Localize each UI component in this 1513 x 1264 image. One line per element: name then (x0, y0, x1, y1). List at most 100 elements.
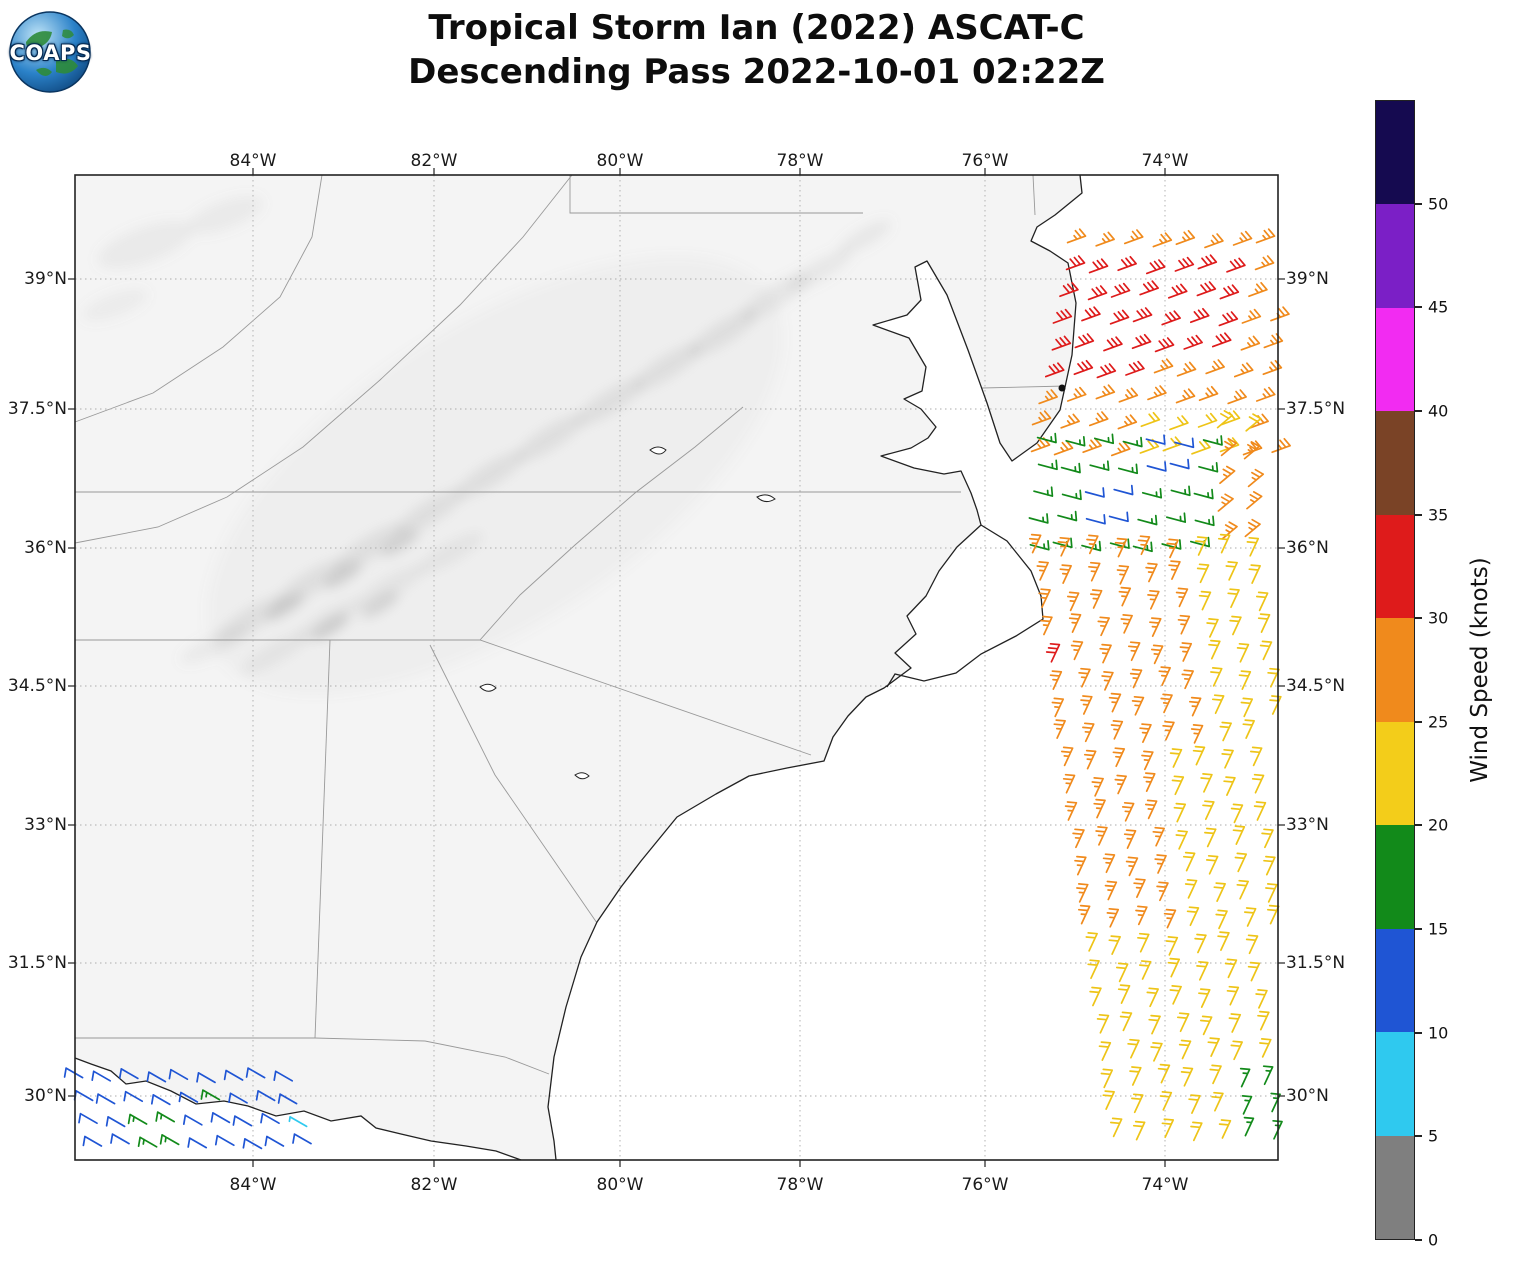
colorbar-segment (1376, 101, 1414, 205)
wind-barb (1265, 883, 1278, 903)
wind-barb (1205, 359, 1225, 375)
wind-barb (228, 1092, 248, 1104)
wind-barb (1218, 311, 1239, 327)
wind-barb (1248, 564, 1261, 584)
wind-barbs-layer (63, 228, 1291, 1150)
wind-barb (1161, 1118, 1175, 1139)
wind-barb (1257, 613, 1271, 633)
wind-barb (1085, 513, 1106, 525)
wind-barb (1178, 1039, 1192, 1060)
wind-barb (178, 1091, 199, 1103)
wind-barb (1216, 410, 1234, 429)
wind-barb (1089, 460, 1110, 471)
wind-barb (1104, 880, 1118, 901)
wind-barb (1066, 386, 1087, 402)
wind-barb (1218, 1119, 1232, 1139)
wind-barb (1150, 644, 1164, 665)
wind-barb (1137, 932, 1150, 953)
wind-barb (155, 1111, 176, 1123)
lon-tick-label-top: 74°W (1141, 151, 1189, 171)
wind-barb (1147, 589, 1160, 610)
wind-barb (1226, 257, 1246, 273)
wind-barb (1074, 333, 1095, 349)
colorbar-tick (1415, 1239, 1422, 1241)
lat-tick-label-right: 39°N (1286, 269, 1329, 289)
wind-barb (1049, 670, 1063, 690)
wind-barb (1059, 281, 1079, 298)
wind-barb (1146, 987, 1159, 1008)
wind-barb (1138, 960, 1152, 980)
wind-barb (1255, 386, 1276, 402)
wind-barb (1108, 935, 1121, 955)
wind-barb (1242, 719, 1255, 739)
wind-barb (1073, 359, 1094, 376)
lon-tick-label-bottom: 84°W (229, 1175, 277, 1195)
wind-barb (1236, 642, 1250, 663)
wind-barb (1255, 228, 1276, 244)
wind-barb (1247, 961, 1261, 982)
wind-barb (1139, 280, 1159, 296)
wind-barb (1194, 536, 1208, 556)
wind-barb (1028, 513, 1049, 524)
wind-barb (1148, 1014, 1161, 1035)
wind-barb (1144, 799, 1158, 820)
wind-barb (1060, 413, 1080, 429)
colorbar-tick (1415, 617, 1422, 620)
wind-barb (1108, 692, 1122, 713)
wind-barb (1238, 670, 1252, 690)
wind-barb (1169, 415, 1189, 431)
wind-barb (1223, 776, 1236, 796)
wind-barb (245, 1067, 266, 1079)
lon-tick-label-bottom: 78°W (776, 1175, 824, 1195)
wind-barb (1145, 259, 1166, 275)
state-borders (74, 174, 1067, 1075)
globe-icon (9, 11, 91, 93)
wind-barb (1175, 229, 1196, 246)
wind-barb (63, 1067, 84, 1079)
colorbar-segment (1376, 411, 1414, 515)
wind-barb (1169, 985, 1182, 1005)
wind-barb (1103, 336, 1123, 352)
wind-barb (1202, 435, 1223, 446)
wind-barb (1110, 282, 1131, 298)
colorbar-tick-label: 50 (1428, 194, 1449, 214)
colorbar-tick-label: 20 (1428, 815, 1449, 835)
wind-barb (1176, 361, 1197, 377)
wind-barb (1038, 588, 1051, 609)
wind-barb (1244, 518, 1261, 538)
wind-barb (1259, 640, 1273, 661)
wind-barb (1062, 773, 1076, 794)
wind-barb (1141, 487, 1163, 499)
wind-barb (223, 1069, 244, 1081)
wind-barb (1154, 337, 1175, 353)
wind-barb (1200, 773, 1213, 793)
wind-barb (1057, 536, 1071, 557)
wind-barb (1263, 855, 1276, 876)
wind-barb (1120, 614, 1133, 634)
wind-barb (1229, 615, 1242, 636)
wind-barb (1045, 642, 1061, 663)
wind-barb (1153, 358, 1174, 374)
wind-barb (277, 1093, 298, 1105)
wind-barb (1211, 332, 1232, 348)
wind-barb (1168, 560, 1181, 580)
storm-center-marker (1058, 384, 1066, 392)
wind-barb (1131, 1093, 1144, 1114)
wind-barb (1065, 435, 1086, 447)
wind-barb (1160, 693, 1173, 714)
wind-barb (1114, 537, 1128, 558)
wind-barb (1219, 721, 1232, 742)
wind-barb (1225, 561, 1238, 581)
wind-barb (1198, 385, 1219, 402)
wind-barb (1217, 533, 1231, 554)
wind-barb (1095, 826, 1108, 846)
wind-barb (1259, 1038, 1272, 1058)
wind-barb (1239, 1067, 1251, 1088)
lat-tick-label-left: 31.5°N (7, 953, 67, 973)
colorbar-segment (1376, 307, 1414, 412)
wind-barb (1156, 881, 1169, 902)
wind-barb (1051, 697, 1065, 718)
colorbar (1375, 100, 1415, 1240)
colorbar-segment (1376, 928, 1414, 1033)
wind-barb (1243, 907, 1257, 927)
